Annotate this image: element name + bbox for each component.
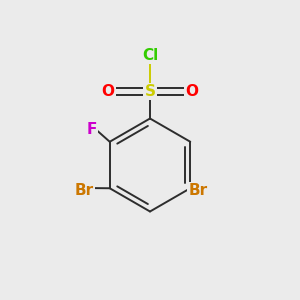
Text: O: O — [101, 84, 115, 99]
Text: Br: Br — [74, 183, 94, 198]
Text: F: F — [86, 122, 97, 137]
Text: O: O — [185, 84, 199, 99]
Text: S: S — [145, 84, 155, 99]
Text: Br: Br — [188, 183, 208, 198]
Text: Cl: Cl — [142, 48, 158, 63]
